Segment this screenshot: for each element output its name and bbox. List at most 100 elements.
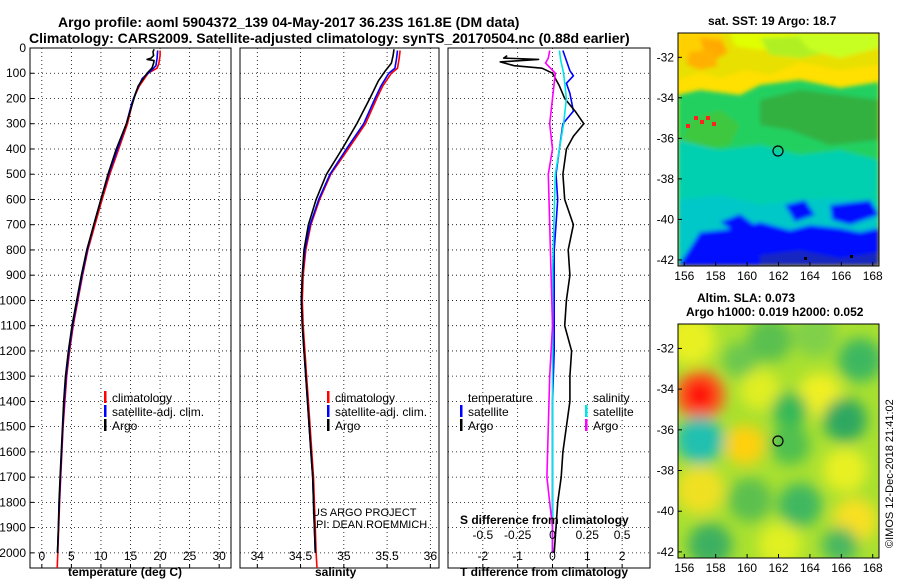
y-tick-label: 500 xyxy=(6,167,26,181)
salinity-panel xyxy=(239,47,440,569)
map-x-tick-label: 156 xyxy=(674,561,694,575)
legend-swatch-t-argo xyxy=(460,419,463,431)
legend-swatch-s-satellite xyxy=(585,405,588,417)
map-y-tick-label: -34 xyxy=(657,91,675,105)
sla-y-ticks: -32 -34 -36 -38 -40 -42 xyxy=(657,341,682,559)
legend-title-temperature: temperature xyxy=(468,391,533,405)
legend-swatch-argo xyxy=(104,419,107,431)
series-line-argo xyxy=(300,49,395,553)
map-y-tick-label: -38 xyxy=(657,464,675,478)
difference-xlabel: T difference from climatology xyxy=(460,565,628,579)
s-tick-label: -0.25 xyxy=(504,528,532,542)
depth-axis: 0 100 200 300 400 500 600 700 800 900 1000 1100 1200… xyxy=(0,41,34,560)
legend-swatch-argo xyxy=(327,419,330,431)
legend-swatch-climatology xyxy=(104,391,107,403)
s-tick-label: 0.5 xyxy=(614,528,631,542)
x-tick-label: -2 xyxy=(477,549,488,563)
legend-label-argo: Argo xyxy=(112,419,138,433)
s-tick-label: 0 xyxy=(549,528,556,542)
salinity-difference-ticks: -0.5 -0.25 0 0.25 0.5 xyxy=(472,528,630,542)
y-tick-label: 1000 xyxy=(0,293,26,307)
temperature-x-ticks: 0 5 10 15 20 25 30 xyxy=(38,549,226,568)
map-y-tick-label: -42 xyxy=(657,253,675,267)
sla-argo-marker xyxy=(772,435,784,447)
temperature-xlabel: temperature (deg C) xyxy=(68,565,182,579)
map-x-tick-label: 156 xyxy=(674,269,694,283)
sst-map-title: sat. SST: 19 Argo: 18.7 xyxy=(708,14,837,28)
y-tick-label: 100 xyxy=(6,66,26,80)
sst-map xyxy=(678,33,879,266)
x-tick-label: 30 xyxy=(212,549,226,563)
x-tick-label: 25 xyxy=(183,549,197,563)
y-tick-label: 200 xyxy=(6,91,26,105)
map-y-tick-label: -40 xyxy=(657,504,675,518)
x-tick-label: 34 xyxy=(251,549,265,563)
x-tick-label: 36 xyxy=(424,549,438,563)
x-tick-label: 20 xyxy=(153,549,167,563)
map-y-tick-label: -34 xyxy=(657,382,675,396)
legend-label-satellite: satellite-adj. clim. xyxy=(335,405,427,419)
x-tick-label: 34.5 xyxy=(289,549,313,563)
y-tick-label: 1100 xyxy=(0,319,26,333)
difference-series xyxy=(499,50,585,553)
map-x-tick-label: 166 xyxy=(831,269,851,283)
x-tick-label: -1 xyxy=(512,549,523,563)
map-x-tick-label: 168 xyxy=(863,561,883,575)
x-tick-label: 10 xyxy=(94,549,108,563)
y-tick-label: 1800 xyxy=(0,495,26,509)
legend-swatch-satellite xyxy=(327,405,330,417)
map-x-tick-label: 158 xyxy=(706,561,726,575)
x-tick-label: 0 xyxy=(38,549,45,563)
y-tick-label: 1400 xyxy=(0,394,26,408)
legend-label-argo: Argo xyxy=(335,419,361,433)
map-y-tick-label: -38 xyxy=(657,172,675,186)
y-tick-label: 1300 xyxy=(0,369,26,383)
x-tick-label: 1 xyxy=(584,549,591,563)
salinity-x-ticks: 34 34.5 35 35.5 36 xyxy=(251,549,438,568)
legend-swatch-satellite xyxy=(104,405,107,417)
legend-swatch-t-satellite xyxy=(460,405,463,417)
map-y-tick-label: -36 xyxy=(657,423,675,437)
s-tick-label: -0.5 xyxy=(472,528,493,542)
legend-swatch-climatology xyxy=(327,391,330,403)
map-y-tick-label: -32 xyxy=(657,50,675,64)
map-y-tick-label: -36 xyxy=(657,131,675,145)
map-x-tick-label: 168 xyxy=(863,269,883,283)
y-tick-label: 2000 xyxy=(0,546,26,560)
map-y-tick-label: -40 xyxy=(657,212,675,226)
temperature-grid xyxy=(30,47,231,568)
legend-label-s-argo: Argo xyxy=(593,419,619,433)
sst-x-ticks: 156 158 160 162 164 166 168 xyxy=(674,262,883,283)
map-y-tick-label: -42 xyxy=(657,545,675,559)
copyright-stamp: ©IMOS 12-Dec-2018 21:41:02 xyxy=(884,399,896,548)
x-tick-label: 35.5 xyxy=(375,549,399,563)
figure-title-line2: Climatology: CARS2009. Satellite-adjuste… xyxy=(29,30,630,46)
y-tick-label: 900 xyxy=(6,268,26,282)
y-tick-label: 800 xyxy=(6,243,26,257)
y-tick-label: 600 xyxy=(6,192,26,206)
y-tick-label: 0 xyxy=(19,41,26,55)
temperature-series xyxy=(56,48,161,569)
temperature-legend: climatology satellite-adj. clim. Argo xyxy=(104,391,204,433)
credit-project: US ARGO PROJECT xyxy=(312,507,417,519)
sst-argo-marker xyxy=(772,145,784,157)
salinity-xlabel: salinity xyxy=(315,565,357,579)
x-tick-label: 35 xyxy=(337,549,351,563)
difference-panel xyxy=(447,47,651,569)
legend-label-climatology: climatology xyxy=(335,391,395,405)
y-tick-label: 1500 xyxy=(0,420,26,434)
sst-y-ticks: -32 -34 -36 -38 -40 -42 xyxy=(657,50,682,267)
sla-map xyxy=(678,324,879,558)
salinity-legend: climatology satellite-adj. clim. Argo xyxy=(327,391,427,433)
y-tick-label: 1700 xyxy=(0,470,26,484)
series-line-temperature-argo xyxy=(499,54,585,553)
sla-x-ticks: 156 158 160 162 164 166 168 xyxy=(674,554,883,575)
legend-label-satellite: satellite-adj. clim. xyxy=(112,405,204,419)
map-x-tick-label: 162 xyxy=(768,561,788,575)
x-tick-label: 5 xyxy=(68,549,75,563)
figure-title-line1: Argo profile: aoml 5904372_139 04-May-20… xyxy=(58,14,519,30)
map-x-tick-label: 162 xyxy=(768,269,788,283)
map-x-tick-label: 160 xyxy=(737,269,757,283)
y-tick-label: 1200 xyxy=(0,344,26,358)
